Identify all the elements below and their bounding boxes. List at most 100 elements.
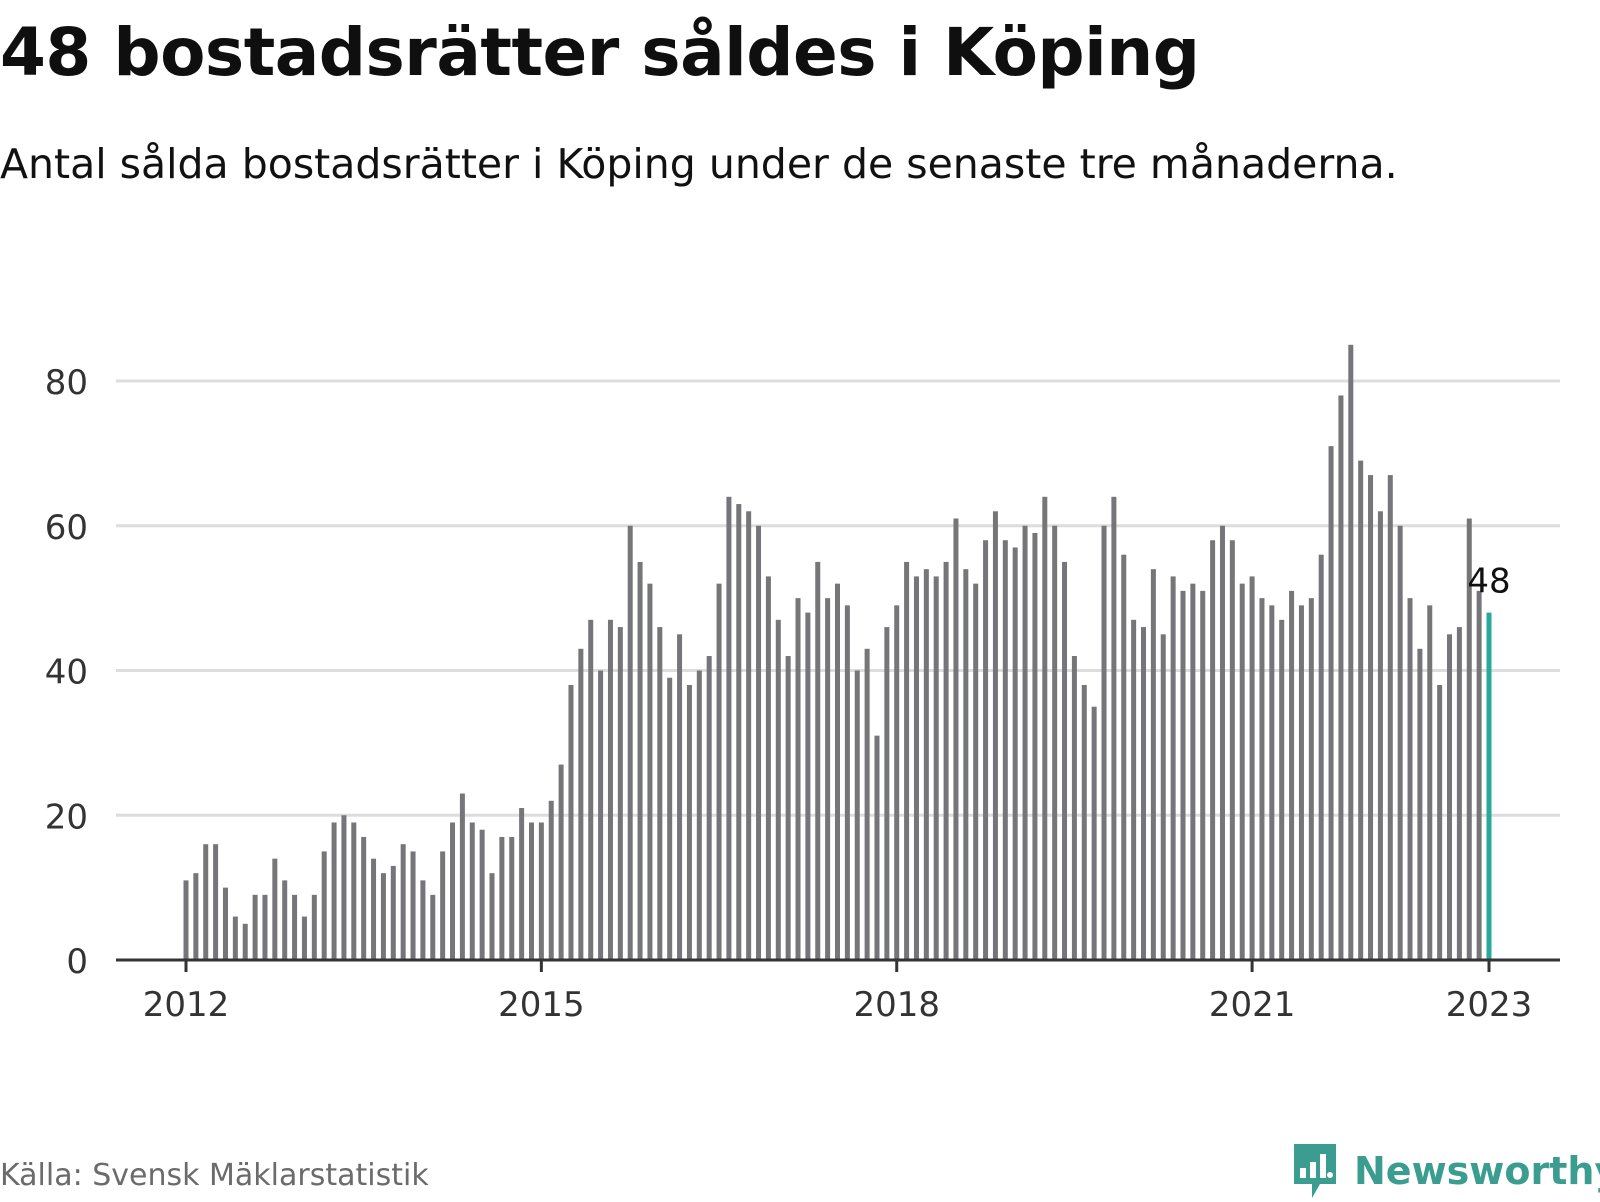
bar — [1318, 554, 1324, 960]
bar — [706, 656, 712, 960]
bar — [923, 569, 929, 960]
bar — [1052, 525, 1058, 960]
bar-series — [183, 344, 1492, 961]
bar — [696, 670, 702, 960]
bar — [1160, 634, 1166, 960]
bar — [588, 619, 594, 960]
bar — [499, 836, 505, 960]
x-tick-label: 2012 — [143, 985, 230, 1025]
bar — [1476, 590, 1482, 960]
x-tick-label: 2015 — [498, 985, 585, 1025]
bar — [1229, 540, 1235, 960]
bar — [617, 627, 623, 960]
bar — [1308, 598, 1314, 960]
bar — [953, 518, 959, 960]
highlight-bar — [1486, 612, 1492, 960]
y-tick-label: 80 — [45, 363, 88, 403]
x-tick-label: 2023 — [1446, 985, 1533, 1025]
bar — [1101, 525, 1107, 960]
tick-labels: 0 20 40 60 80 48 2012 2015 2018 2021 2023 — [45, 363, 1533, 1025]
bar — [361, 836, 367, 960]
bar — [1377, 511, 1383, 960]
bar — [756, 525, 762, 960]
bar — [272, 858, 278, 960]
bar — [351, 822, 357, 960]
bar — [1447, 634, 1453, 960]
y-tick-label: 40 — [45, 653, 88, 693]
bar — [1338, 395, 1344, 961]
bar — [1259, 598, 1265, 960]
bar — [1180, 590, 1186, 960]
bar — [548, 800, 554, 960]
bar — [1042, 496, 1048, 960]
bar — [933, 576, 939, 960]
bar — [519, 808, 525, 960]
bar — [795, 598, 801, 960]
bar — [568, 684, 574, 960]
bar — [775, 619, 781, 960]
bar — [341, 815, 347, 960]
bar — [440, 851, 446, 960]
bar — [558, 764, 564, 960]
bar — [282, 880, 288, 960]
bar — [538, 822, 544, 960]
bar — [637, 561, 643, 960]
y-tick-label: 60 — [45, 508, 88, 548]
bar — [1141, 627, 1147, 960]
bar — [193, 873, 199, 960]
bar — [1427, 605, 1433, 960]
bar — [1111, 496, 1117, 960]
bar — [677, 634, 683, 960]
bar — [262, 894, 268, 960]
bar — [835, 583, 840, 960]
bar — [1071, 656, 1077, 960]
bar — [1012, 547, 1018, 960]
x-tick-label: 2021 — [1209, 985, 1296, 1025]
axes — [116, 958, 1560, 972]
bar — [736, 504, 742, 960]
bar — [380, 873, 386, 960]
bar — [578, 648, 584, 960]
bar — [1210, 540, 1216, 960]
bar — [1131, 619, 1137, 960]
bar — [1358, 460, 1364, 960]
bar — [1032, 532, 1038, 960]
bar — [1466, 518, 1472, 960]
bar — [232, 916, 238, 960]
bar — [963, 569, 969, 960]
bar — [1456, 627, 1462, 960]
bar — [627, 525, 633, 960]
bar — [1269, 605, 1275, 960]
bar — [1249, 576, 1255, 960]
bar — [1387, 475, 1393, 960]
bar — [973, 583, 979, 960]
bar — [598, 670, 604, 960]
bar — [1289, 590, 1295, 960]
bar — [854, 670, 860, 960]
bar — [430, 894, 436, 960]
bar — [1121, 554, 1127, 960]
bar — [864, 648, 870, 960]
bar — [884, 627, 890, 960]
bar — [331, 822, 337, 960]
bar — [292, 894, 298, 960]
bar — [894, 605, 900, 960]
chart-subtitle: Antal sålda bostadsrätter i Köping under… — [0, 140, 1398, 188]
bar — [1417, 648, 1423, 960]
bar — [390, 865, 396, 960]
bar — [667, 677, 673, 960]
bar — [1239, 583, 1245, 960]
bar — [1200, 590, 1206, 960]
bar — [913, 576, 919, 960]
bar — [983, 540, 989, 960]
bar — [479, 829, 485, 960]
bar — [815, 561, 821, 960]
newsworthy-brand[interactable]: Newsworthy — [1290, 1140, 1600, 1202]
bar — [746, 511, 752, 960]
bar — [1190, 583, 1196, 960]
bar — [203, 844, 209, 960]
bar — [528, 822, 534, 960]
y-tick-label: 0 — [66, 942, 88, 982]
bar — [874, 735, 880, 960]
